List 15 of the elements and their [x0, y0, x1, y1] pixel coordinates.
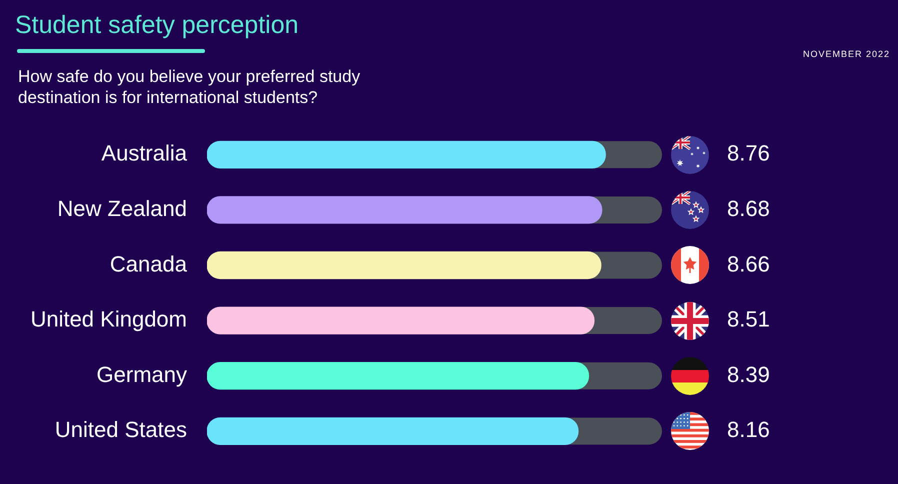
data-label: 8.68	[727, 196, 770, 222]
y-tick-label: Australia	[101, 140, 188, 166]
data-label: 8.51	[727, 306, 770, 332]
data-label: 8.66	[727, 251, 770, 276]
text: NOVEMBER 2022	[802, 49, 890, 59]
y-tick-label: New Zealand	[57, 196, 187, 222]
y-tick-label: Germany	[96, 362, 187, 387]
y-tick-label: Canada	[110, 251, 188, 276]
y-tick-label: United States	[54, 417, 187, 442]
chart-subtitle: How safe do you believe your preferred study destination is for international students?	[18, 66, 362, 108]
data-label: 8.16	[727, 417, 770, 442]
data-label: 8.76	[727, 140, 770, 166]
chart-title: Student safety perception	[15, 10, 299, 40]
data-label: 8.39	[727, 362, 770, 387]
y-tick-label: United Kingdom	[30, 306, 187, 332]
